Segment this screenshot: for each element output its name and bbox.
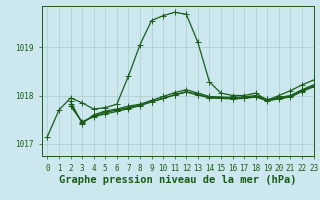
X-axis label: Graphe pression niveau de la mer (hPa): Graphe pression niveau de la mer (hPa) [59,175,296,185]
